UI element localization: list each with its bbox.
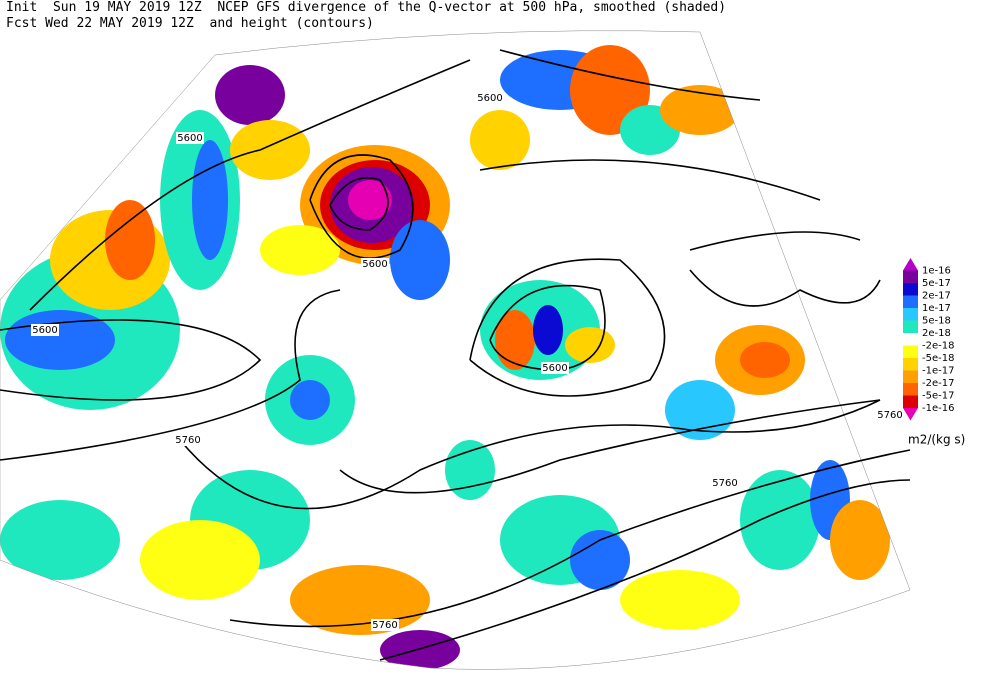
- contour-label: 5600: [542, 363, 567, 374]
- colorbar-label: -5e-18: [922, 353, 954, 364]
- colorbar-label: 1e-16: [922, 266, 951, 277]
- colorbar-label: 1e-17: [922, 303, 951, 314]
- header-line-2: Fcst Wed 22 MAY 2019 12Z and height (con…: [6, 16, 374, 31]
- contour-labels: 5600 5600 5600 5600 5600 5760 5760 5760 …: [31, 92, 904, 631]
- height-contours: [0, 49, 911, 661]
- header-line-1: Init Sun 19 MAY 2019 12Z NCEP GFS diverg…: [6, 0, 727, 15]
- colorbar-box: [903, 295, 918, 308]
- colorbar-label: -5e-17: [922, 391, 954, 402]
- contour-label: 5600: [32, 325, 57, 336]
- colorbar-box: [903, 320, 918, 333]
- colorbar-box: [903, 333, 918, 346]
- colorbar-box: [903, 270, 918, 283]
- colorbar-label: -2e-18: [922, 341, 954, 352]
- colorbar-box: [903, 395, 918, 408]
- colorbar-unit: m2/(kg s): [908, 433, 965, 447]
- colorbar-label: -1e-17: [922, 366, 954, 377]
- colorbar-box: [903, 308, 918, 321]
- contour-label: 5760: [712, 478, 737, 489]
- colorbar-label: -2e-17: [922, 378, 954, 389]
- contour-label: 5600: [177, 133, 202, 144]
- contour-label: 5600: [362, 259, 387, 270]
- colorbar-label: 5e-18: [922, 316, 951, 327]
- contour-label: 5760: [877, 410, 902, 421]
- colorbar-label: -1e-16: [922, 403, 954, 414]
- colorbar-label: 5e-17: [922, 278, 951, 289]
- colorbar: 1e-165e-172e-171e-175e-182e-18-2e-18-5e-…: [903, 258, 954, 421]
- map-border: [0, 30, 911, 670]
- colorbar-cap: [903, 258, 918, 271]
- colorbar-box: [903, 345, 918, 358]
- colorbar-box: [903, 358, 918, 371]
- contour-label: 5600: [477, 93, 502, 104]
- colorbar-cap: [903, 408, 918, 421]
- colorbar-label: 2e-18: [922, 328, 951, 339]
- colorbar-label: 2e-17: [922, 291, 951, 302]
- colorbar-box: [903, 283, 918, 296]
- colorbar-box: [903, 383, 918, 396]
- contour-label: 5760: [175, 435, 200, 446]
- contour-label: 5760: [372, 620, 397, 631]
- colorbar-box: [903, 370, 918, 383]
